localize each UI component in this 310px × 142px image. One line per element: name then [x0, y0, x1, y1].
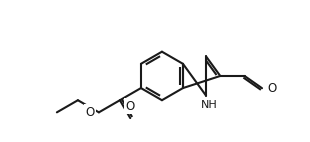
Text: O: O — [85, 106, 95, 119]
Text: O: O — [126, 100, 135, 113]
Text: O: O — [268, 82, 277, 95]
Text: NH: NH — [201, 100, 218, 110]
